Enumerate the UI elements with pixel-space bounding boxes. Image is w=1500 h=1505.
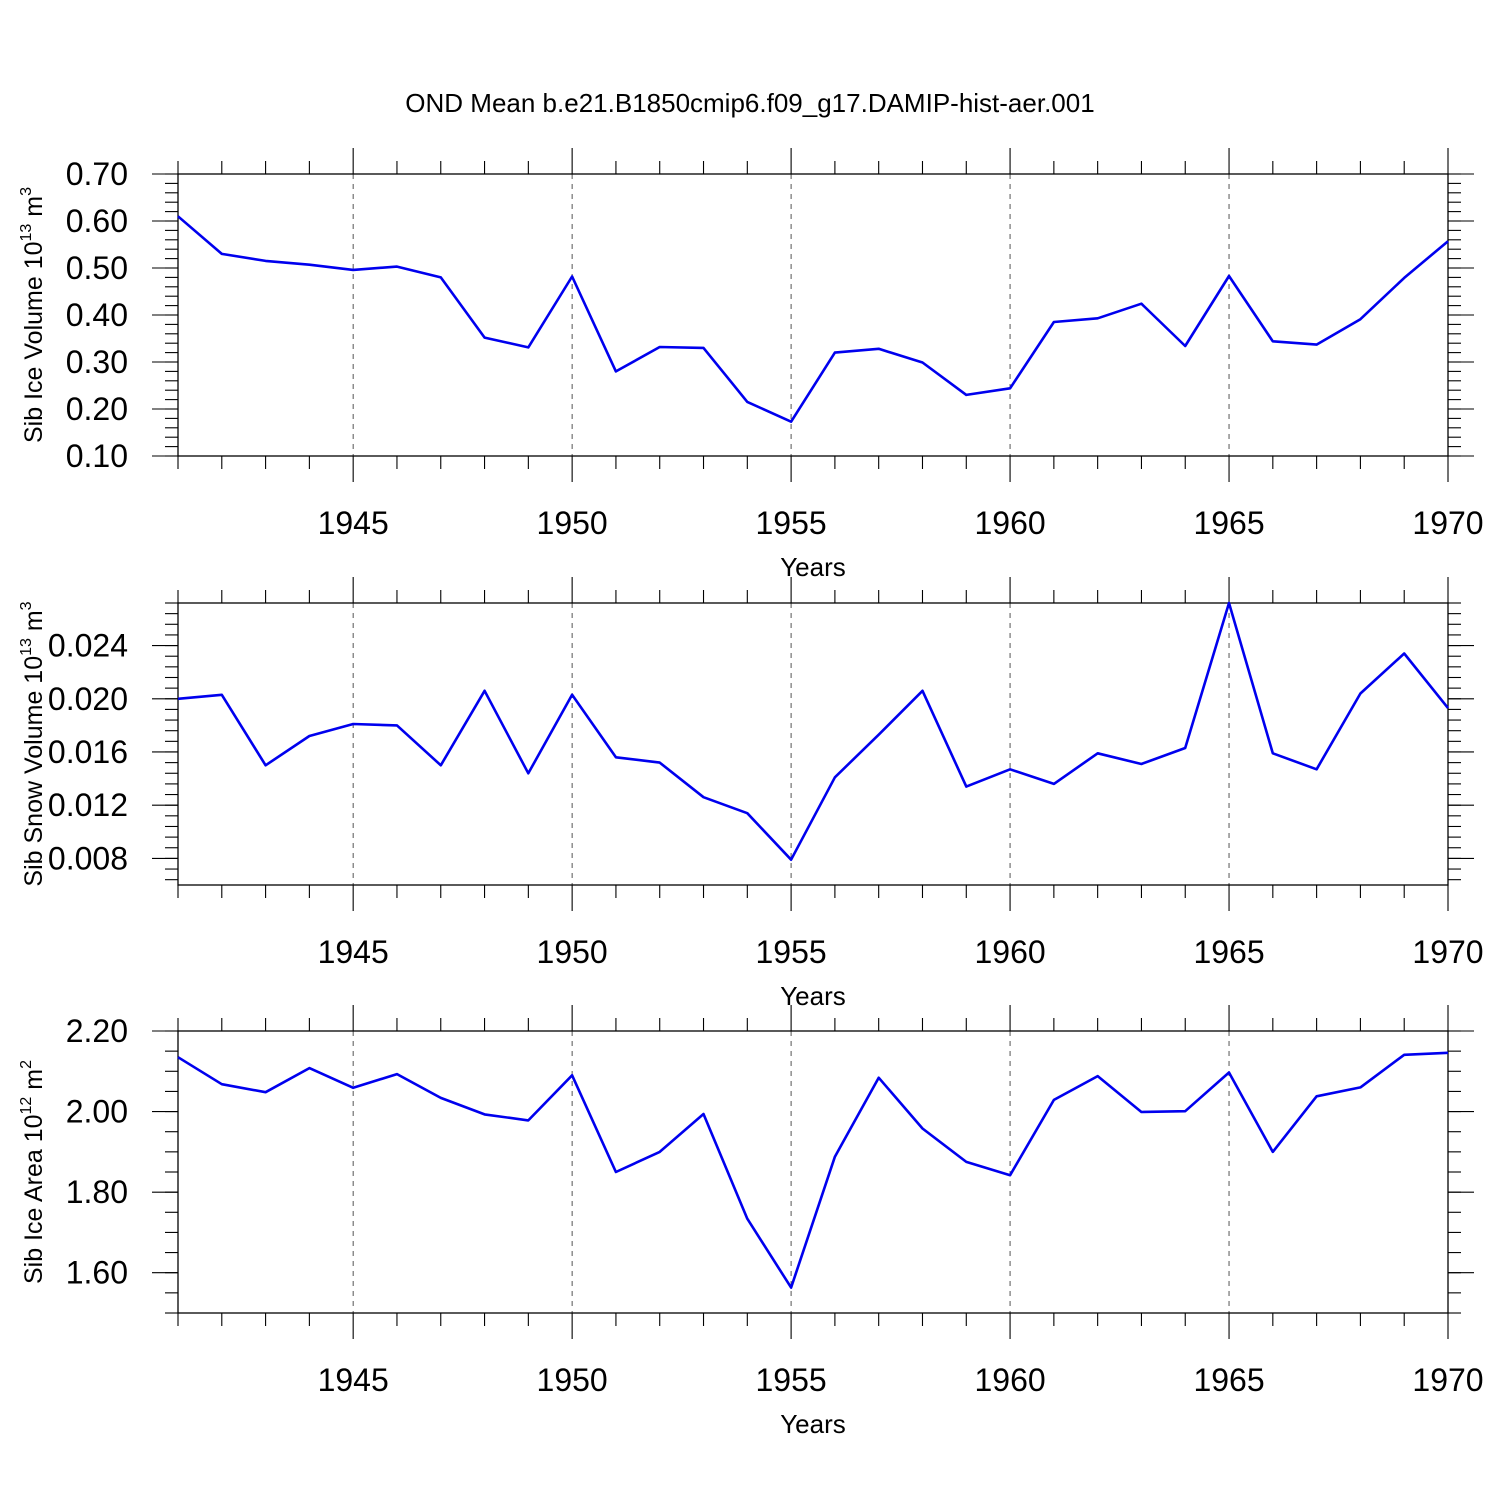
x-tick-label: 1950 (537, 505, 608, 541)
x-axis-label: Years (780, 1409, 846, 1439)
y-tick-label: 0.50 (66, 250, 128, 286)
x-tick-label: 1955 (756, 934, 827, 970)
y-tick-label: 0.10 (66, 438, 128, 474)
x-tick-label: 1955 (756, 505, 827, 541)
y-tick-label: 0.024 (48, 628, 128, 664)
x-tick-label: 1960 (974, 1362, 1045, 1398)
x-tick-label: 1970 (1412, 1362, 1483, 1398)
y-tick-label: 0.40 (66, 297, 128, 333)
x-tick-label: 1960 (974, 934, 1045, 970)
plot-frame (177, 1030, 1449, 1314)
y-tick-label: 0.012 (48, 787, 128, 823)
y-tick-label: 0.016 (48, 734, 128, 770)
x-tick-label: 1945 (318, 505, 389, 541)
y-tick-label: 0.60 (66, 203, 128, 239)
y-tick-label: 0.20 (66, 391, 128, 427)
x-tick-label: 1945 (318, 1362, 389, 1398)
y-axis-label: Sib Snow Volume 1013 m3 (18, 601, 48, 886)
y-tick-label: 0.70 (66, 156, 128, 192)
chart-title: OND Mean b.e21.B1850cmip6.f09_g17.DAMIP-… (405, 88, 1094, 118)
plot-frame (177, 173, 1449, 457)
x-tick-label: 1950 (537, 1362, 608, 1398)
x-tick-label: 1960 (974, 505, 1045, 541)
y-tick-label: 1.60 (66, 1255, 128, 1291)
x-axis-label: Years (780, 552, 846, 582)
y-tick-label: 2.00 (66, 1094, 128, 1130)
x-tick-label: 1965 (1193, 1362, 1264, 1398)
x-tick-label: 1950 (537, 934, 608, 970)
y-tick-label: 2.20 (66, 1013, 128, 1049)
series-line (177, 1051, 1449, 1289)
y-tick-label: 1.80 (66, 1174, 128, 1210)
y-axis-label: Sib Ice Area 1012 m2 (18, 1060, 48, 1284)
y-tick-label: 0.30 (66, 344, 128, 380)
x-tick-label: 1970 (1412, 505, 1483, 541)
y-tick-label: 0.008 (48, 840, 128, 876)
x-tick-label: 1970 (1412, 934, 1483, 970)
x-axis-label: Years (780, 981, 846, 1011)
series-line (177, 601, 1450, 862)
x-tick-label: 1965 (1193, 934, 1264, 970)
y-tick-label: 0.020 (48, 681, 128, 717)
x-tick-label: 1945 (318, 934, 389, 970)
series-line (177, 215, 1449, 424)
y-axis-label: Sib Ice Volume 1013 m3 (18, 187, 48, 443)
x-tick-label: 1965 (1193, 505, 1264, 541)
plot-frame (177, 602, 1449, 886)
x-tick-label: 1955 (756, 1362, 827, 1398)
